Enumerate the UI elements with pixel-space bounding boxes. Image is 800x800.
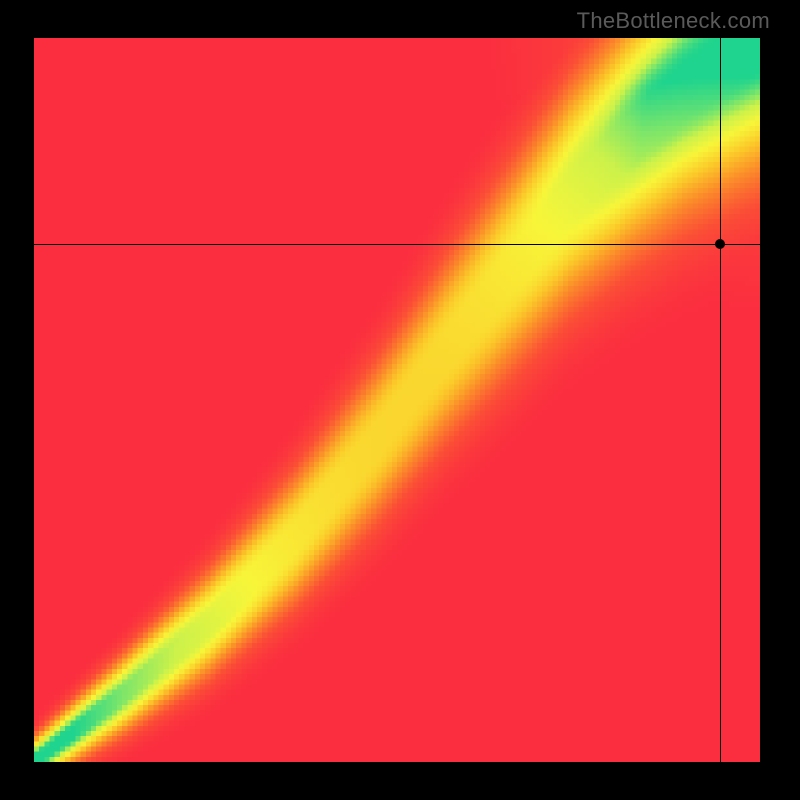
crosshair-vertical [720,38,721,762]
watermark-text: TheBottleneck.com [577,8,770,34]
crosshair-marker [715,239,725,249]
crosshair-horizontal [34,244,760,245]
heatmap-canvas [34,38,760,762]
bottleneck-heatmap-plot [34,38,760,762]
